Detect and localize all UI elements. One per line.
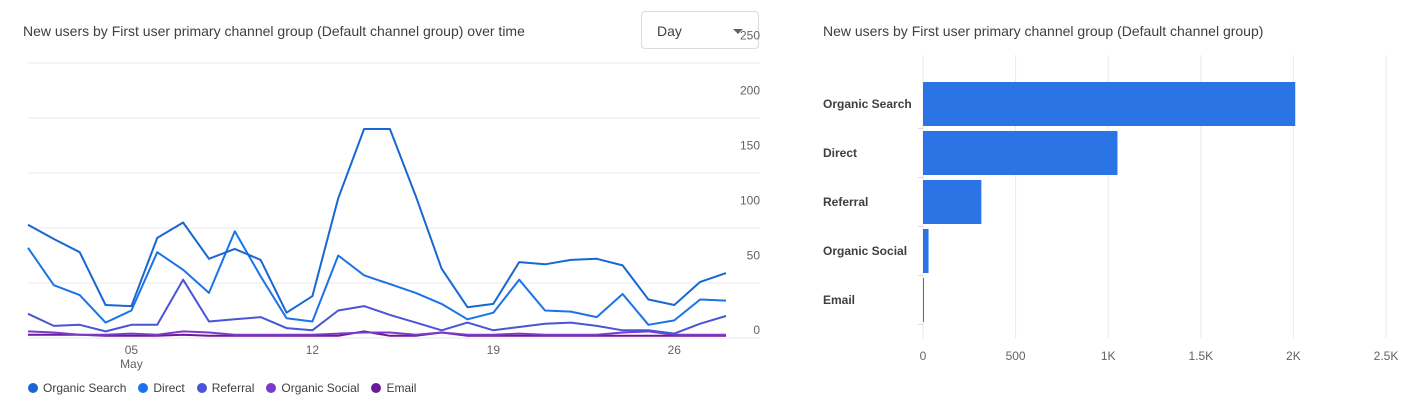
legend-swatch bbox=[371, 383, 382, 393]
y-tick-label: 250 bbox=[740, 29, 760, 43]
legend-label: Email bbox=[386, 381, 417, 395]
x-tick-label: 0 bbox=[920, 349, 927, 363]
legend-label: Organic Search bbox=[43, 381, 127, 395]
series-line bbox=[27, 230, 727, 326]
x-tick-label: 2K bbox=[1286, 349, 1301, 363]
y-tick-label: 100 bbox=[740, 194, 760, 208]
series-line bbox=[27, 330, 726, 336]
legend-swatch bbox=[196, 383, 207, 393]
category-label: Organic Search bbox=[823, 97, 912, 111]
period-select-value: Day bbox=[657, 23, 682, 39]
legend-label: Direct bbox=[153, 381, 185, 395]
x-tick-label: 2.5K bbox=[1374, 349, 1399, 363]
x-tick-label: 12 bbox=[306, 343, 320, 357]
x-tick-label: 05 bbox=[125, 343, 139, 357]
legend-swatch bbox=[28, 383, 38, 393]
bar bbox=[923, 82, 1296, 126]
category-label: Organic Social bbox=[823, 244, 907, 258]
category-label: Direct bbox=[823, 146, 857, 160]
x-tick-label: 19 bbox=[487, 343, 501, 357]
legend-item[interactable]: Email bbox=[371, 381, 416, 395]
series-line bbox=[28, 330, 726, 337]
y-tick-label: 150 bbox=[740, 139, 760, 153]
caret-down-icon bbox=[733, 29, 743, 34]
line-chart-title: New users by First user primary channel … bbox=[23, 23, 525, 39]
series-line bbox=[27, 128, 727, 314]
legend-swatch bbox=[138, 383, 149, 393]
x-tick-label: 1.5K bbox=[1188, 349, 1213, 363]
bar bbox=[923, 278, 924, 322]
legend-item[interactable]: Referral bbox=[196, 381, 255, 395]
category-label: Referral bbox=[823, 195, 868, 209]
bar-chart-title: New users by First user primary channel … bbox=[823, 23, 1264, 39]
y-tick-label: 200 bbox=[740, 84, 760, 98]
bar bbox=[923, 131, 1118, 175]
series-line bbox=[27, 278, 727, 335]
x-tick-label: 500 bbox=[1006, 349, 1026, 363]
legend-label: Referral bbox=[211, 381, 255, 395]
period-select[interactable]: Day bbox=[641, 11, 759, 49]
legend-item[interactable]: Organic Search bbox=[28, 381, 126, 395]
legend-item[interactable]: Direct bbox=[138, 381, 185, 395]
legend-label: Organic Social bbox=[281, 381, 360, 395]
x-tick-label: 26 bbox=[668, 343, 682, 357]
legend-item[interactable]: Organic Social bbox=[266, 381, 359, 395]
y-tick-label: 50 bbox=[747, 249, 761, 263]
bar bbox=[923, 180, 982, 224]
x-tick-label: 1K bbox=[1101, 349, 1116, 363]
y-tick-label: 0 bbox=[753, 323, 760, 337]
category-label: Email bbox=[823, 293, 855, 307]
line-chart-legend: Organic Search Direct Referral Organic Soci… bbox=[28, 381, 416, 395]
legend-swatch bbox=[266, 383, 277, 393]
bar bbox=[923, 229, 929, 273]
x-tick-sublabel: May bbox=[120, 357, 143, 371]
